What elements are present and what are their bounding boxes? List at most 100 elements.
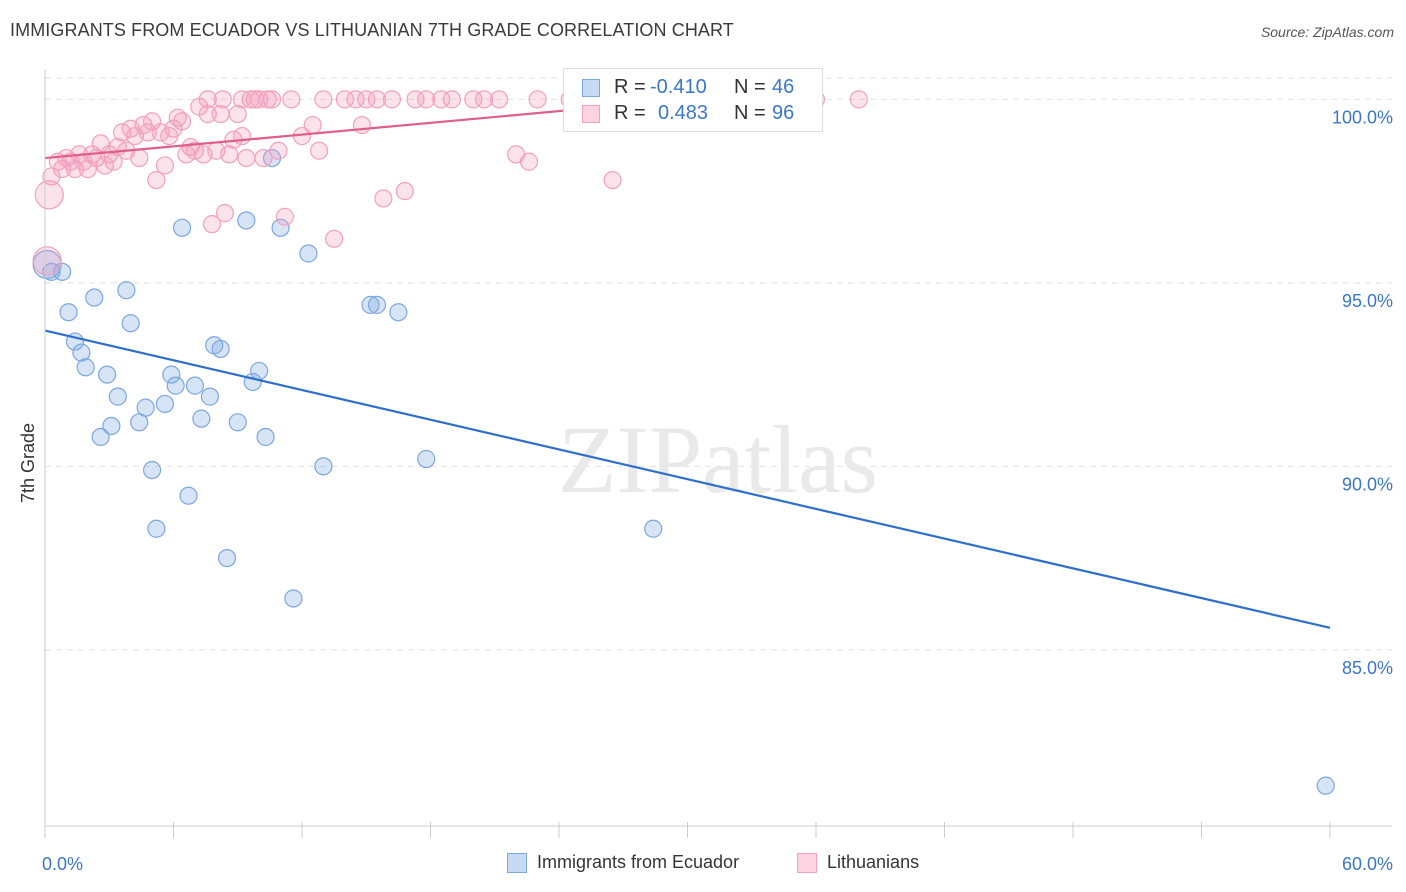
lithuanian-point bbox=[275, 207, 294, 226]
lithuanian-point bbox=[147, 170, 166, 190]
legend-r-value: -0.410 bbox=[650, 76, 707, 98]
ecuador-point bbox=[250, 361, 269, 381]
lithuanian-point bbox=[254, 148, 273, 168]
lithuanian-point bbox=[382, 90, 402, 109]
lithuanian-point bbox=[220, 145, 239, 164]
lithuanian-point bbox=[849, 90, 868, 109]
lithuanian-point bbox=[262, 90, 282, 109]
ecuador-point bbox=[147, 519, 166, 538]
ecuador-point bbox=[185, 376, 205, 395]
lithuanian-point bbox=[395, 182, 414, 201]
x-tick-label: 60.0% bbox=[1342, 854, 1393, 874]
series-swatch-ecuador bbox=[507, 853, 527, 873]
lithuanian-point bbox=[432, 90, 451, 109]
lithuanian-point bbox=[357, 90, 376, 109]
x-tick-label: 0.0% bbox=[42, 854, 83, 874]
axes bbox=[44, 70, 1392, 838]
legend-n-label: N = bbox=[734, 76, 766, 98]
lithuanian-point bbox=[519, 152, 539, 171]
source-label: Source: ZipAtlas.com bbox=[1260, 24, 1394, 40]
legend-n-value: 96 bbox=[772, 102, 795, 124]
lithuanian-point bbox=[310, 141, 329, 160]
series-swatch-lithuanians bbox=[797, 853, 817, 873]
legend-n-value: 46 bbox=[772, 76, 795, 98]
y-tick-label: 95.0% bbox=[1342, 291, 1393, 311]
lithuanian-point bbox=[172, 112, 192, 131]
ecuador-point bbox=[172, 218, 192, 237]
ecuador-point bbox=[228, 413, 247, 432]
lithuanian-point bbox=[34, 180, 64, 210]
ecuador-point bbox=[166, 376, 185, 395]
lithuanian-point bbox=[442, 90, 462, 109]
series-name-ecuador: Immigrants from Ecuador bbox=[537, 852, 740, 872]
lithuanian-point bbox=[198, 104, 217, 124]
ecuador-point bbox=[98, 365, 117, 384]
y-tick-label: 100.0% bbox=[1332, 107, 1393, 127]
ecuador-point bbox=[121, 314, 140, 333]
ecuador-point bbox=[284, 589, 303, 608]
lithuanian-point bbox=[528, 90, 547, 109]
stats-legend: R = -0.410 N = 46 R = 0.483 N = 96 bbox=[563, 68, 823, 132]
lithuanian-point bbox=[374, 189, 393, 208]
ecuador-point bbox=[142, 460, 162, 480]
legend-r-label: R = bbox=[614, 102, 646, 124]
ecuador-point bbox=[59, 303, 78, 322]
lithuanian-point bbox=[237, 148, 256, 168]
trend-lines bbox=[44, 98, 1331, 629]
ecuador-point bbox=[367, 295, 387, 314]
lithuanian-point bbox=[130, 148, 149, 168]
ecuador-point bbox=[117, 281, 136, 300]
lithuanian-point bbox=[489, 90, 509, 109]
ecuador-point bbox=[1316, 776, 1335, 795]
lithuanian-point bbox=[335, 90, 354, 109]
lithuanian-point bbox=[346, 90, 365, 109]
y-tick-label: 90.0% bbox=[1342, 474, 1393, 494]
legend-swatch-ecuador bbox=[582, 79, 600, 97]
ecuador-point bbox=[211, 339, 230, 359]
ecuador-point bbox=[85, 288, 104, 307]
lithuanian-point bbox=[603, 170, 622, 190]
ecuador-point bbox=[108, 387, 127, 406]
lithuanian-point bbox=[417, 90, 436, 109]
ecuador-point bbox=[192, 409, 211, 428]
ecuador-point bbox=[53, 262, 72, 281]
legend-r-value: 0.483 bbox=[658, 102, 709, 124]
lithuanian-point bbox=[406, 90, 425, 109]
watermark: ZIPatlas bbox=[558, 406, 878, 513]
lithuanian-point bbox=[215, 204, 234, 223]
ecuador-point bbox=[299, 244, 318, 263]
ecuador-point bbox=[155, 394, 175, 414]
lithuanian-point bbox=[367, 90, 387, 109]
ecuador-point bbox=[217, 548, 237, 568]
lithuanian-point bbox=[32, 246, 62, 276]
lithuanian-point bbox=[202, 215, 222, 234]
lithuanian-point bbox=[155, 156, 175, 175]
series-name-lithuanians: Lithuanians bbox=[827, 852, 920, 872]
ecuador-point bbox=[271, 218, 290, 237]
ecuador-point bbox=[644, 519, 663, 538]
lithuanian-point bbox=[303, 115, 322, 135]
lithuanian-point bbox=[232, 126, 252, 146]
legend-swatch-lithuanians bbox=[582, 105, 600, 123]
lithuanian-point bbox=[282, 90, 301, 109]
ecuador-point bbox=[102, 416, 121, 436]
lithuanian-point bbox=[474, 90, 494, 109]
ecuador-trend-line bbox=[44, 329, 1331, 629]
ecuador-point bbox=[200, 387, 220, 406]
lithuanian-point bbox=[269, 141, 288, 160]
y-axis-label: 7th Grade bbox=[18, 423, 38, 503]
ecuador-point bbox=[237, 211, 256, 230]
legend-n-label: N = bbox=[734, 102, 766, 124]
lithuanian-point bbox=[232, 90, 252, 109]
lithuanian-point bbox=[325, 229, 344, 248]
ecuador-point bbox=[314, 457, 333, 476]
ecuador-point bbox=[76, 358, 95, 377]
lithuanian-point bbox=[464, 90, 483, 109]
ecuador-point bbox=[417, 449, 436, 469]
lithuanian-point bbox=[228, 104, 247, 124]
tick-labels: 100.0% 95.0% 90.0% 85.0% 0.0% 60.0% bbox=[42, 107, 1393, 874]
lithuanian-point bbox=[213, 90, 232, 109]
lithuanian-point bbox=[138, 123, 157, 142]
lithuanian-point bbox=[352, 115, 372, 135]
